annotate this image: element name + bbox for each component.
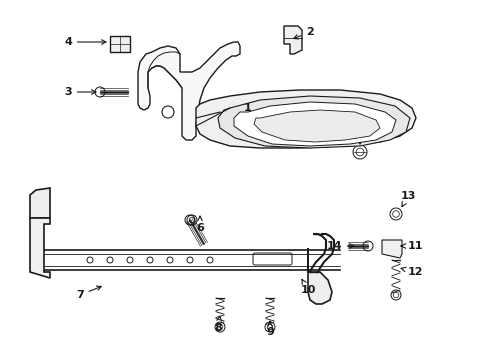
Text: 1: 1 (244, 103, 257, 117)
Polygon shape (253, 110, 379, 142)
Polygon shape (284, 26, 302, 54)
Text: 3: 3 (64, 87, 96, 97)
Text: 10: 10 (300, 279, 315, 295)
Text: 14: 14 (325, 241, 353, 251)
Text: 6: 6 (196, 216, 203, 233)
Polygon shape (110, 36, 130, 52)
Polygon shape (381, 240, 401, 258)
Polygon shape (234, 102, 395, 146)
Text: 8: 8 (214, 316, 222, 333)
Text: 11: 11 (400, 241, 422, 251)
Text: 7: 7 (76, 286, 101, 300)
Text: 2: 2 (293, 27, 313, 39)
Polygon shape (30, 218, 50, 278)
Text: 12: 12 (400, 267, 422, 277)
Polygon shape (138, 42, 240, 140)
Text: 5: 5 (355, 125, 363, 144)
Polygon shape (307, 248, 331, 304)
Text: 4: 4 (64, 37, 106, 47)
Polygon shape (196, 90, 415, 148)
Text: 13: 13 (400, 191, 415, 207)
Polygon shape (30, 188, 50, 218)
Text: 9: 9 (265, 321, 273, 337)
Polygon shape (218, 96, 409, 148)
